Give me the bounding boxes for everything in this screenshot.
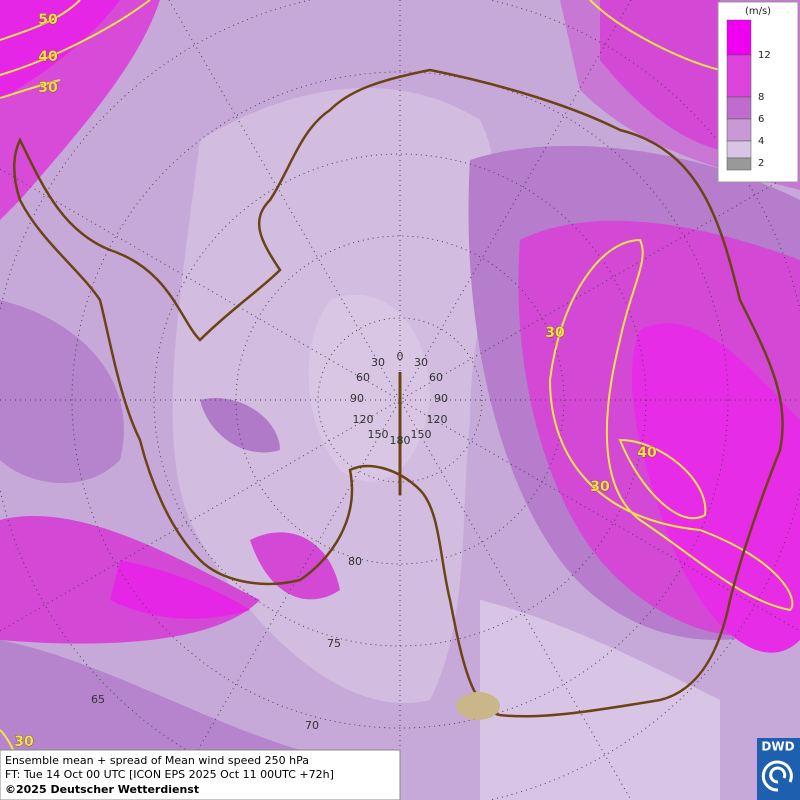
latitude-label: 80 [348,555,362,568]
caption-line: Ensemble mean + spread of Mean wind spee… [5,754,309,767]
longitude-label: 120 [353,413,374,426]
longitude-label: 90 [350,392,364,405]
contour-label: 40 [637,445,657,461]
contour-label: 50 [38,12,58,28]
latitude-label: 75 [327,637,341,650]
coastline [13,68,784,718]
longitude-label: 180 [390,434,411,447]
longitude-label: 60 [429,371,443,384]
logo-text: DWD [761,740,794,754]
caption-line: ©2025 Deutscher Wetterdienst [5,783,199,796]
longitude-label: 60 [356,371,370,384]
longitude-label: 30 [371,356,385,369]
longitude-label: 120 [427,413,448,426]
latitude-label: 65 [91,693,105,706]
legend-swatch [726,54,752,98]
contour-label: 40 [38,49,58,65]
longitude-label: 90 [434,392,448,405]
legend-swatch [726,140,752,159]
legend-tick: 4 [758,136,764,147]
caption: Ensemble mean + spread of Mean wind spee… [0,749,401,800]
contour-label: 30 [38,80,58,96]
latitude-label: 70 [305,719,319,732]
ice-shelf [456,692,500,720]
longitude-label: 150 [411,428,432,441]
legend-tick: 2 [758,158,764,169]
caption-line: FT: Tue 14 Oct 00 UTC [ICON EPS 2025 Oct… [5,768,334,781]
contour-label: 30 [14,734,34,750]
graticule-labels: 0 30 30 60 60 90 90 120 120 150 150 180 … [91,350,448,732]
caption-box [0,749,401,800]
contour-labels: 50 40 30 30 40 30 30 [14,12,657,751]
legend-swatch [726,157,752,171]
legend-tick: 8 [758,92,764,103]
longitude-label: 0 [397,350,404,363]
longitude-label: 150 [368,428,389,441]
logo-swirl [761,760,793,792]
legend-swatch [726,96,752,120]
legend-swatch [726,19,752,56]
contour-label: 30 [545,325,565,341]
legend-unit: (m/s) [745,6,771,17]
longitude-label: 30 [414,356,428,369]
legend: (m/s) 12 8 6 4 2 [717,1,799,183]
legend-swatch [726,118,752,142]
contour-label: 30 [590,479,610,495]
isotachs [0,0,794,761]
logo: DWD [757,738,800,800]
legend-tick: 6 [758,114,764,125]
legend-tick: 12 [758,50,771,61]
